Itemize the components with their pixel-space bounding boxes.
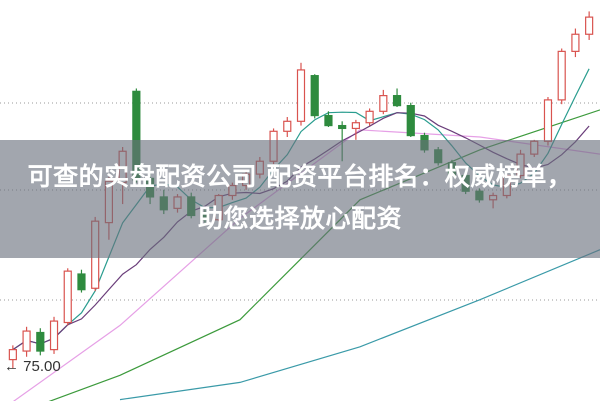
candle-body	[585, 16, 594, 35]
candle-body	[310, 75, 319, 117]
candle-body	[22, 330, 31, 352]
min-price-label: ← 75.00	[4, 358, 61, 375]
candle-body	[365, 110, 374, 124]
candle-body	[543, 99, 553, 142]
candle-body	[571, 33, 580, 52]
candle-body	[324, 114, 333, 127]
candle-body	[77, 273, 86, 291]
candle-body	[296, 69, 306, 122]
candle-body	[379, 95, 388, 112]
candle-body	[8, 349, 17, 361]
article-title: 可查的实盘配资公司 配资平台排名：权威榜单， 助您选择放心配资	[0, 156, 600, 240]
candle-body	[351, 122, 360, 130]
min-price-value: 75.00	[23, 358, 61, 375]
long-average-line	[119, 249, 600, 401]
title-line-1: 可查的实盘配资公司 配资平台排名：权威榜单，	[27, 162, 573, 191]
candle-body	[338, 124, 347, 130]
candle-body	[406, 105, 415, 137]
candle-body	[392, 95, 402, 107]
candle-body	[283, 120, 292, 132]
title-overlay-band	[0, 140, 600, 258]
candle-body	[557, 50, 566, 101]
candle-body	[36, 331, 45, 352]
title-line-2: 助您选择放心配资	[197, 204, 402, 233]
candle-body	[49, 320, 59, 351]
candle-body	[63, 270, 72, 324]
